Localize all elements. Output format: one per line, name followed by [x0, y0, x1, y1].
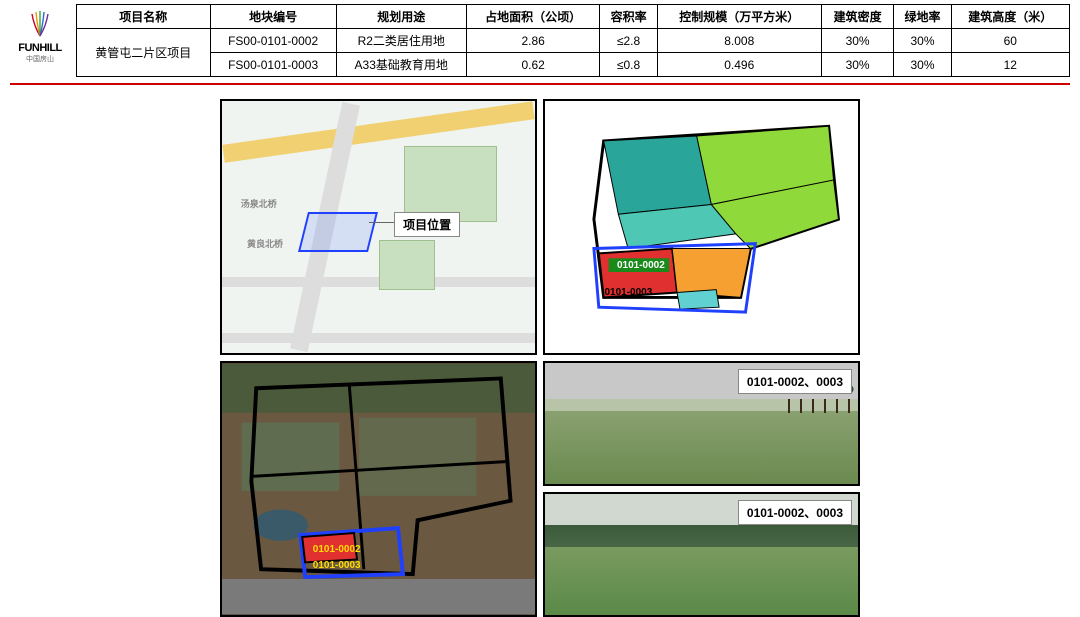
cell: R2二类居住用地 — [336, 29, 466, 53]
cell: 2.86 — [466, 29, 600, 53]
th-use: 规划用途 — [336, 5, 466, 29]
plot-label-b: 0101-0003 — [604, 287, 652, 298]
site-photos: 0101-0002、0003 0101-0002、0003 — [543, 361, 860, 617]
plot-label-a: 0101-0002 — [617, 260, 665, 271]
th-project: 项目名称 — [77, 5, 211, 29]
th-area: 占地面积（公顷） — [466, 5, 600, 29]
th-far: 容积率 — [600, 5, 657, 29]
plot-label-b: 0101-0003 — [313, 560, 361, 571]
cell: 12 — [951, 53, 1069, 77]
cell: 8.008 — [657, 29, 821, 53]
photo-bottom: 0101-0002、0003 — [543, 492, 860, 617]
cell: ≤0.8 — [600, 53, 657, 77]
cell: 30% — [894, 29, 951, 53]
cell: 30% — [821, 53, 894, 77]
cell: ≤2.8 — [600, 29, 657, 53]
map-street: 项目位置 汤泉北桥 黄良北桥 — [220, 99, 537, 355]
cell: 0.62 — [466, 53, 600, 77]
map-satellite: 0101-0002 0101-0003 — [220, 361, 537, 617]
logo-text: FUNHILL — [10, 42, 70, 54]
cell: FS00-0101-0002 — [210, 29, 336, 53]
header-row: FUNHILL 中国房山 项目名称 地块编号 规划用途 占地面积（公顷） 容积率… — [0, 0, 1080, 77]
th-height: 建筑高度（米） — [951, 5, 1069, 29]
location-label: 项目位置 — [394, 212, 460, 237]
th-scale: 控制规模（万平方米） — [657, 5, 821, 29]
table-row-2: FS00-0101-0003 A33基础教育用地 0.62 ≤0.8 0.496… — [77, 53, 1070, 77]
cell: 60 — [951, 29, 1069, 53]
plot-label-a: 0101-0002 — [313, 544, 361, 555]
data-table: 项目名称 地块编号 规划用途 占地面积（公顷） 容积率 控制规模（万平方米） 建… — [76, 4, 1070, 77]
logo-subtext: 中国房山 — [10, 54, 70, 64]
images-grid: 项目位置 汤泉北桥 黄良北桥 0101-0002 0101-0003 — [0, 85, 1080, 617]
cell-project: 黄管屯二片区项目 — [77, 29, 211, 77]
photo-top: 0101-0002、0003 — [543, 361, 860, 486]
photo-label-b: 0101-0002、0003 — [738, 500, 852, 525]
road-name: 黄良北桥 — [247, 237, 283, 250]
cell: 0.496 — [657, 53, 821, 77]
cell: FS00-0101-0003 — [210, 53, 336, 77]
road-name: 汤泉北桥 — [241, 197, 277, 210]
table-header-row: 项目名称 地块编号 规划用途 占地面积（公顷） 容积率 控制规模（万平方米） 建… — [77, 5, 1070, 29]
th-green: 绿地率 — [894, 5, 951, 29]
cell: 30% — [821, 29, 894, 53]
th-density: 建筑密度 — [821, 5, 894, 29]
logo-icon — [24, 8, 56, 40]
table-row-1: 黄管屯二片区项目 FS00-0101-0002 R2二类居住用地 2.86 ≤2… — [77, 29, 1070, 53]
logo: FUNHILL 中国房山 — [10, 4, 70, 64]
cell: 30% — [894, 53, 951, 77]
map-zoning: 0101-0002 0101-0003 — [543, 99, 860, 355]
th-plot: 地块编号 — [210, 5, 336, 29]
cell: A33基础教育用地 — [336, 53, 466, 77]
photo-label-a: 0101-0002、0003 — [738, 369, 852, 394]
